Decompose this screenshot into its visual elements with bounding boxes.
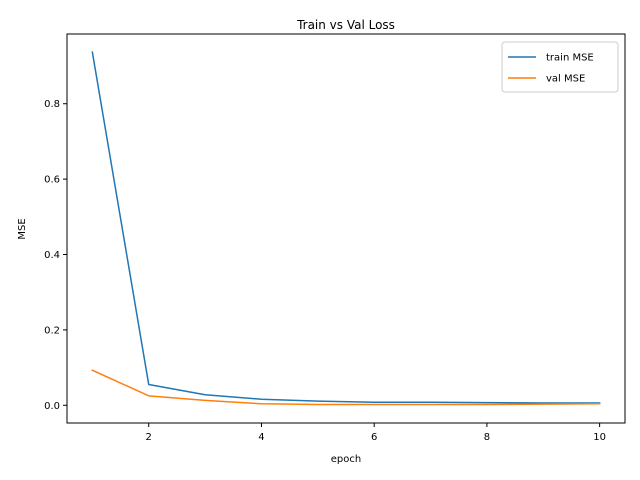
x-axis-label: epoch bbox=[331, 454, 361, 465]
y-tick-label: 0.4 bbox=[44, 250, 60, 261]
x-tick-label: 6 bbox=[371, 432, 377, 443]
x-tick-label: 8 bbox=[484, 432, 490, 443]
y-tick-label: 0.2 bbox=[44, 325, 60, 336]
legend-items: train MSE val MSE bbox=[508, 53, 594, 85]
x-tick-label: 4 bbox=[258, 432, 264, 443]
x-tick-label: 2 bbox=[146, 432, 152, 443]
series-lines bbox=[91, 51, 601, 406]
chart-title: Train vs Val Loss bbox=[296, 18, 395, 32]
legend-box bbox=[501, 41, 619, 93]
plot-frame bbox=[66, 33, 626, 424]
legend-label: train MSE bbox=[546, 53, 594, 64]
y-tick-label: 0.6 bbox=[44, 175, 60, 186]
legend: train MSE val MSE bbox=[501, 41, 619, 93]
y-axis-ticks: 0.0 0.2 0.4 0.6 0.8 bbox=[44, 99, 67, 412]
y-tick-label: 0.8 bbox=[44, 99, 60, 110]
y-tick-label: 0.0 bbox=[44, 401, 60, 412]
series-line-train-mse bbox=[91, 51, 601, 404]
plot-area bbox=[66, 33, 626, 424]
x-tick-label: 10 bbox=[593, 432, 606, 443]
y-axis-label: MSE bbox=[17, 218, 28, 239]
x-axis-ticks: 2 4 6 8 10 bbox=[146, 423, 606, 443]
legend-label: val MSE bbox=[546, 74, 585, 85]
series-line-val-mse bbox=[91, 369, 601, 406]
